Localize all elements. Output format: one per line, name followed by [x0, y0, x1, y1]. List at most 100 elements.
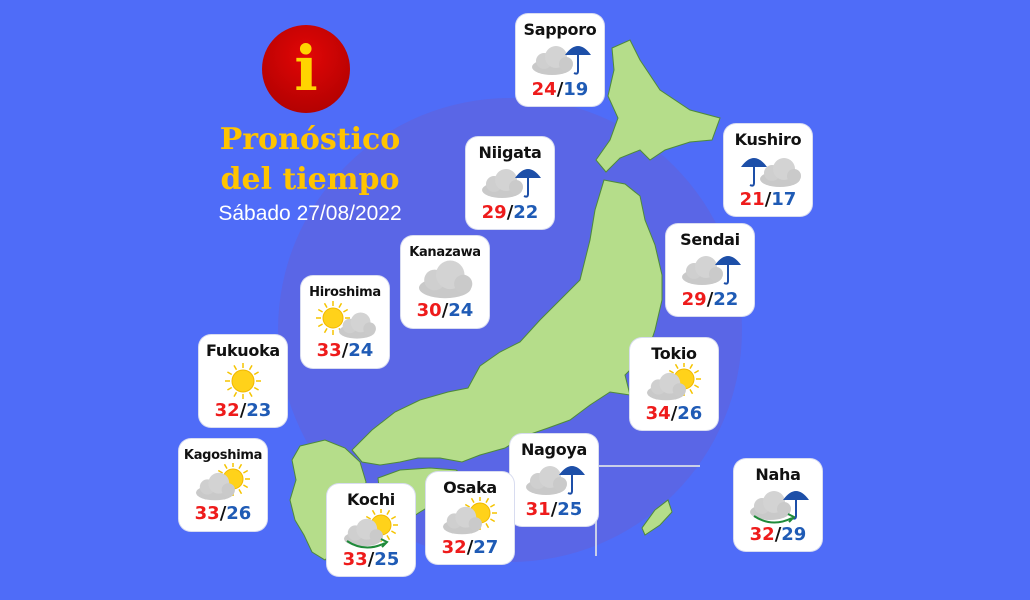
- temp-low: 29: [781, 524, 807, 545]
- temp-low: 27: [473, 537, 499, 558]
- city-card-kushiro: Kushiro 21/17: [724, 124, 812, 216]
- temp-low: 19: [563, 79, 589, 100]
- weather-icon: [419, 260, 473, 299]
- slash: /: [670, 403, 678, 424]
- sun-icon: [225, 363, 261, 399]
- weather-icon: [647, 363, 701, 401]
- city-card-osaka: Osaka 32/27: [426, 472, 514, 564]
- temperature: 31/25: [510, 501, 598, 519]
- city-name: Hiroshima: [309, 285, 381, 300]
- honshu: [351, 179, 663, 466]
- title-line: Pronóstico: [219, 122, 401, 157]
- city-card-nagoya: Nagoya 31/25: [510, 434, 598, 526]
- city-name: Sendai: [680, 230, 740, 249]
- umbrella-icon: [565, 46, 591, 75]
- slash: /: [764, 189, 772, 210]
- page-title: Pronóstico del tiempo: [205, 120, 415, 200]
- temperature: 34/26: [630, 405, 718, 423]
- temp-low: 23: [246, 400, 272, 421]
- slash: /: [441, 300, 449, 321]
- temp-high: 32: [441, 537, 467, 558]
- city-card-fukuoka: Fukuoka 32/23: [199, 335, 287, 427]
- okinawa: [641, 499, 673, 536]
- weather-icon: [741, 158, 801, 187]
- weather-icon: [225, 363, 261, 399]
- title-line: del tiempo: [220, 162, 400, 197]
- cloud-icon: [750, 491, 791, 520]
- temp-high: 33: [194, 503, 220, 524]
- umbrella-icon: [515, 169, 541, 198]
- temp-high: 33: [316, 340, 342, 361]
- city-card-hiroshima: Hiroshima 33/24: [301, 276, 389, 368]
- city-name: Naha: [755, 465, 801, 484]
- cloud-icon: [344, 518, 383, 547]
- temp-low: 25: [374, 549, 400, 570]
- city-name: Kanazawa: [409, 245, 481, 260]
- slash: /: [341, 340, 349, 361]
- city-card-sapporo: Sapporo 24/19: [516, 14, 604, 106]
- city-card-kagoshima: Kagoshima 33/26: [179, 439, 267, 531]
- umbrella-icon: [741, 158, 767, 187]
- temp-high: 32: [749, 524, 775, 545]
- slash: /: [706, 289, 714, 310]
- temperature: 29/22: [666, 291, 754, 309]
- slash: /: [239, 400, 247, 421]
- temperature: 24/19: [516, 81, 604, 99]
- weather-icon: [750, 491, 809, 524]
- temp-low: 17: [771, 189, 797, 210]
- temp-high: 24: [531, 79, 557, 100]
- umbrella-icon: [559, 466, 585, 495]
- temp-low: 24: [448, 300, 474, 321]
- umbrella-icon: [715, 256, 741, 285]
- weather-icon: [316, 301, 376, 339]
- temp-high: 29: [681, 289, 707, 310]
- weather-icon: [443, 497, 497, 535]
- slash: /: [774, 524, 782, 545]
- city-card-niigata: Niigata 29/22: [466, 137, 554, 229]
- city-name: Osaka: [443, 478, 497, 497]
- city-card-kochi: Kochi 33/25: [327, 484, 415, 576]
- cloud-icon: [443, 506, 482, 535]
- weather-icon: [482, 169, 541, 198]
- cloud-icon: [526, 466, 567, 495]
- city-name: Fukuoka: [206, 341, 280, 360]
- temp-high: 21: [739, 189, 765, 210]
- slash: /: [550, 499, 558, 520]
- temp-low: 22: [713, 289, 739, 310]
- cloud-icon: [196, 472, 235, 501]
- cloud-icon: [339, 312, 376, 339]
- temperature: 32/27: [426, 539, 514, 557]
- arrow-icon: [346, 538, 389, 549]
- city-name: Tokio: [651, 344, 697, 363]
- weather-icon: [526, 466, 585, 495]
- city-card-naha: Naha 32/29: [734, 459, 822, 551]
- temp-low: 26: [677, 403, 703, 424]
- slash: /: [367, 549, 375, 570]
- city-name: Niigata: [478, 143, 542, 162]
- info-icon: i: [262, 25, 350, 113]
- temperature: 29/22: [466, 204, 554, 222]
- city-name: Kushiro: [734, 130, 802, 149]
- city-card-tokio: Tokio 34/26: [630, 338, 718, 430]
- weather-icon: [682, 256, 741, 285]
- cloud-icon: [419, 260, 473, 299]
- temp-low: 25: [557, 499, 583, 520]
- forecast-date: Sábado 27/08/2022: [218, 202, 402, 225]
- temperature: 30/24: [401, 302, 489, 320]
- temperature: 21/17: [724, 191, 812, 209]
- temp-high: 31: [525, 499, 551, 520]
- weather-icon: [196, 463, 250, 501]
- temp-low: 22: [513, 202, 539, 223]
- temperature: 32/29: [734, 526, 822, 544]
- city-name: Kagoshima: [183, 448, 263, 463]
- slash: /: [506, 202, 514, 223]
- cloud-icon: [682, 256, 723, 285]
- city-card-sendai: Sendai 29/22: [666, 224, 754, 316]
- weather-icon: [532, 46, 591, 75]
- slash: /: [219, 503, 227, 524]
- temp-high: 30: [416, 300, 442, 321]
- sun-icon: [316, 301, 350, 335]
- temperature: 33/26: [179, 505, 267, 523]
- cloud-icon: [647, 372, 686, 401]
- temp-high: 34: [645, 403, 671, 424]
